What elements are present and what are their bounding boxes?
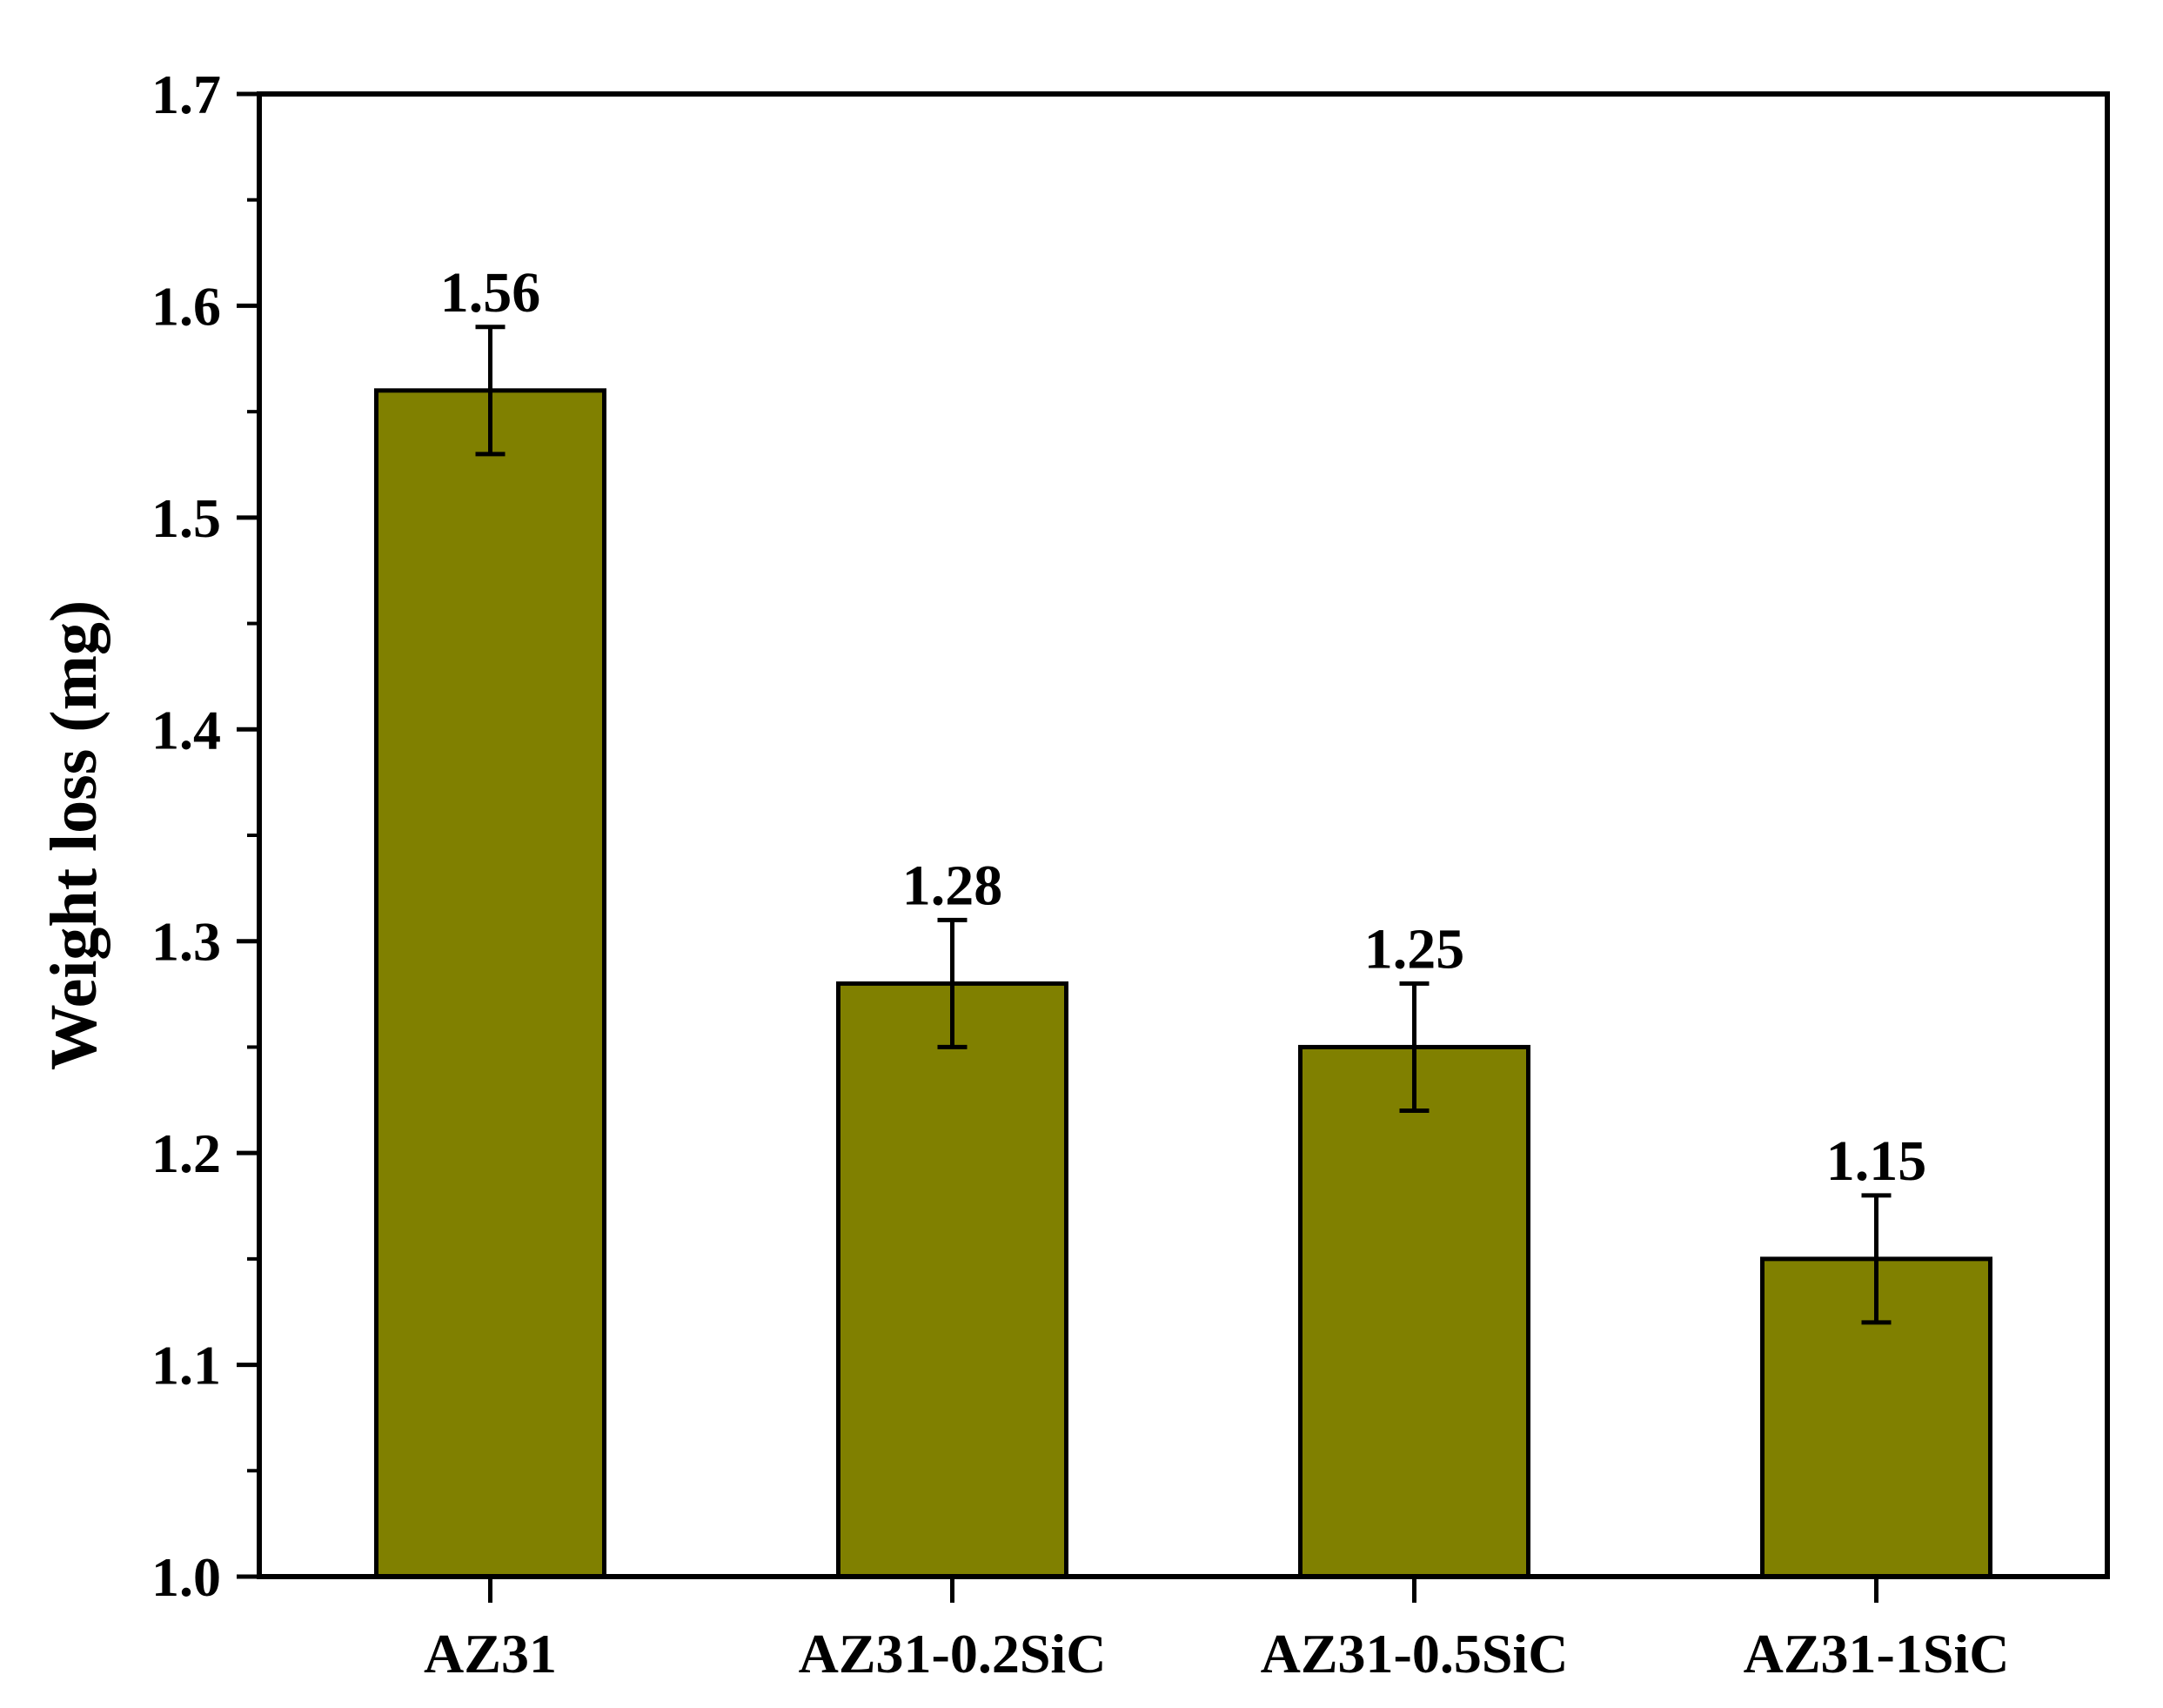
y-tick-label-5: 1.5 [151,487,221,549]
y-tick-label-4: 1.4 [151,699,221,760]
y-tick-label-7: 1.7 [151,64,221,125]
value-label-1: 1.28 [902,854,1003,917]
value-label-2: 1.25 [1364,917,1465,981]
value-label-0: 1.56 [440,261,541,325]
y-tick-label-3: 1.3 [151,911,221,973]
y-tick-label-2: 1.2 [151,1122,221,1184]
bars-layer: 1.56 1.28 1.25 1.15 [374,261,1992,1579]
x-tick-label-1: AZ31-0.2SiC [799,1623,1107,1685]
x-tick-label-3: AZ31-1SiC [1744,1623,2010,1685]
x-tick-label-2: AZ31-0.5SiC [1261,1623,1569,1685]
y-tick-label-0: 1.0 [151,1546,221,1608]
bar-0 [374,388,606,1579]
value-label-3: 1.15 [1826,1129,1927,1193]
x-tick-label-0: AZ31 [424,1623,557,1685]
y-axis-title: Weight loss (mg) [37,600,110,1070]
y-tick-label-1: 1.1 [151,1335,221,1397]
bar-1 [836,981,1068,1579]
axes-layer: AZ31 AZ31-0.2SiC AZ31-0.5SiC AZ31-1SiC 1.0 1.… [151,64,2110,1685]
y-tick-label-6: 1.6 [151,275,221,337]
bar-2 [1298,1044,1530,1579]
